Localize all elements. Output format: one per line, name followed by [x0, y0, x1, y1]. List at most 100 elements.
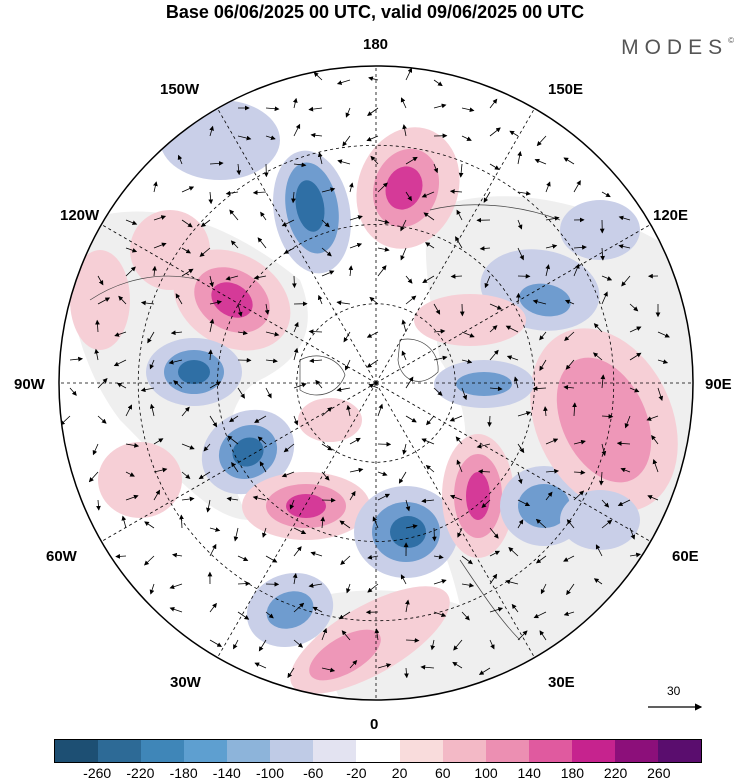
- wind-arrow-85: [283, 247, 295, 254]
- wind-arrow-234: [283, 443, 295, 453]
- wind-arrow-88: [377, 247, 390, 252]
- wind-arrow-130: [405, 295, 417, 305]
- wind-arrow-279: [377, 493, 391, 501]
- wind-arrow-39: [489, 163, 500, 170]
- wind-arrow-109: [405, 275, 413, 284]
- wind-arrow-280: [405, 499, 411, 512]
- wind-arrow-15: [209, 125, 214, 137]
- wind-arrow-235: [321, 443, 333, 451]
- wind-arrow-276: [289, 499, 295, 510]
- wind-arrow-263: [517, 471, 523, 485]
- lon-label-150e: 150E: [548, 81, 584, 98]
- wind-arrow-12: [433, 103, 447, 109]
- wind-arrow-303: [489, 527, 499, 539]
- wind-arrow-305: [535, 518, 547, 529]
- wind-arrow-315: [293, 546, 302, 557]
- lon-label-90e: 90E: [705, 376, 732, 393]
- wind-arrow-232: [227, 435, 239, 445]
- wind-arrow-22: [402, 124, 407, 137]
- anomaly-field: [70, 100, 678, 694]
- wind-arrow-267: [620, 467, 631, 473]
- wind-arrow-252: [198, 471, 211, 480]
- wind-arrow-301: [431, 527, 437, 542]
- wind-arrow-35: [370, 155, 379, 165]
- wind-arrow-325: [563, 555, 575, 562]
- wind-arrow-335: [346, 583, 351, 594]
- wind-arrow-204: [657, 387, 664, 401]
- wind-arrow-377: [377, 663, 392, 669]
- wind-arrow-317: [340, 555, 351, 566]
- colorbar-swatch-3: [184, 740, 228, 762]
- wind-arrow-328: [149, 583, 155, 595]
- wind-arrow-96: [600, 247, 605, 261]
- wind-arrow-189: [237, 387, 245, 399]
- lon-label-180: 180: [363, 36, 389, 53]
- wind-arrow-158: [593, 323, 603, 333]
- colorbar-tick-1: -220: [126, 765, 155, 781]
- wind-arrow-253: [231, 461, 239, 473]
- wind-arrow-162: [94, 348, 100, 361]
- wind-arrow-240: [455, 436, 463, 445]
- wind-arrow-103: [225, 275, 239, 281]
- wind-arrow-248: [88, 471, 99, 483]
- wind-arrow-375: [321, 667, 336, 673]
- lon-label-60e: 60E: [672, 548, 699, 565]
- wind-arrow-333: [292, 573, 298, 585]
- wind-arrow-33: [317, 152, 323, 165]
- wind-arrow-62: [181, 219, 193, 228]
- wind-arrow-54: [449, 189, 463, 194]
- wind-arrow-262: [478, 469, 491, 474]
- wind-arrow-376: [349, 660, 358, 669]
- wind-arrow-183: [69, 387, 77, 396]
- wind-arrow-188: [209, 381, 222, 389]
- wind-arrow-270: [125, 494, 139, 501]
- wind-arrow-115: [573, 263, 580, 277]
- wind-arrow-214: [321, 406, 333, 417]
- wind-arrow-313: [237, 555, 249, 561]
- wind-arrow-135: [532, 299, 547, 305]
- wind-arrow-87: [349, 243, 363, 249]
- wind-arrow-243: [545, 438, 559, 445]
- anomaly-neg_mid-35: [519, 283, 571, 317]
- wind-arrow-281: [421, 498, 435, 504]
- wind-arrow-55: [483, 191, 491, 203]
- meridian-10: [375, 108, 535, 384]
- anomaly-pos_strong-8: [211, 282, 253, 318]
- brand-mark: ©: [728, 36, 734, 45]
- colorbar-tick-13: 260: [647, 765, 671, 781]
- wind-arrow-29: [209, 160, 224, 166]
- wind-arrow-44: [181, 186, 195, 193]
- anomaly-neg_weak-43: [560, 490, 640, 550]
- wind-arrow-60: [125, 219, 138, 225]
- wind-arrow-138: [629, 303, 639, 312]
- wind-arrow-151: [401, 319, 407, 333]
- wind-arrow-14: [489, 98, 498, 109]
- wind-arrow-80: [153, 242, 167, 249]
- wind-arrow-203: [629, 387, 640, 393]
- wind-arrow-347: [237, 611, 250, 620]
- colorbar-swatch-14: [657, 740, 701, 762]
- map-border: [58, 65, 694, 701]
- lon-label-60w: 60W: [46, 548, 77, 565]
- anomaly-neg_mid-29: [456, 372, 512, 396]
- anomaly-pos_strong-17: [286, 494, 326, 518]
- wind-arrow-164: [149, 359, 155, 370]
- wind-arrow-159: [629, 326, 642, 333]
- wind-arrow-105: [291, 275, 297, 289]
- wind-arrow-136: [564, 299, 575, 305]
- colorbar-tick-8: 60: [435, 765, 451, 781]
- wind-arrow-327: [629, 552, 641, 558]
- anomaly-neg_strong-11: [178, 360, 210, 384]
- wind-arrow-34: [337, 159, 351, 165]
- wind-arrow-101: [181, 268, 194, 277]
- wind-arrow-259: [398, 471, 407, 484]
- colorbar-tick-12: 220: [603, 765, 628, 781]
- wind-arrow-46: [225, 190, 239, 196]
- wind-arrow-145: [237, 330, 248, 336]
- wind-arrow-122: [175, 293, 183, 305]
- wind-arrow-129: [369, 296, 379, 305]
- wind-arrow-222: [543, 406, 548, 417]
- wind-arrow-361: [233, 639, 239, 650]
- lon-label-150w: 150W: [160, 81, 200, 98]
- wind-arrow-48: [291, 191, 296, 204]
